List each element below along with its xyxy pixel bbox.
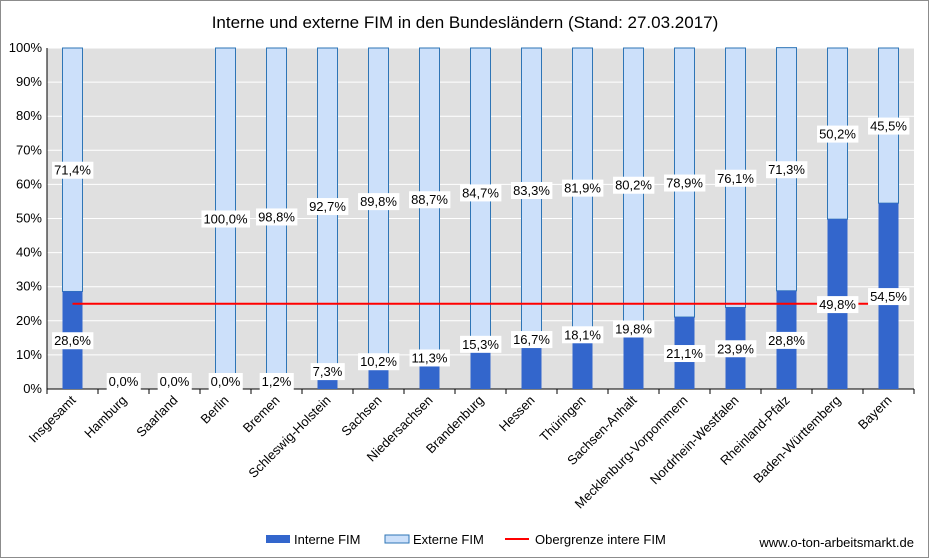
data-label-externe-mecklenburg-vorpommern-background	[664, 174, 706, 192]
data-label-externe-sachsen-anhalt-background	[613, 176, 655, 194]
data-label-interne-rheinland-pfalz: 28,8%	[768, 333, 805, 348]
data-label-externe-bayern-background	[868, 117, 910, 135]
data-label-interne-nordrhein-westfalen: 23,9%	[717, 341, 754, 356]
x-category-label: Hamburg	[81, 393, 129, 441]
y-tick-label: 30%	[16, 279, 42, 294]
data-label-interne-bremen-background	[259, 373, 294, 390]
data-label-externe-bayern: 45,5%	[870, 119, 907, 134]
data-label-externe-sachsen: 89,8%	[360, 194, 397, 209]
y-tick-label: 40%	[16, 245, 42, 260]
data-label-externe-schleswig-holstein-background	[307, 198, 349, 216]
data-label-externe-rheinland-pfalz-background	[766, 161, 808, 179]
y-tick-label: 20%	[16, 313, 42, 328]
data-label-interne-sachsen-anhalt: 19,8%	[615, 321, 652, 336]
data-label-interne-saarland: 0,0%	[160, 374, 190, 389]
legend-label-externe-fim: Externe FIM	[413, 532, 484, 547]
data-label-interne-sachsen: 10,2%	[360, 354, 397, 369]
data-label-interne-bayern: 54,5%	[870, 289, 907, 304]
y-tick-label: 70%	[16, 142, 42, 157]
data-label-interne-bremen: 1,2%	[262, 374, 292, 389]
data-label-externe-rheinland-pfalz: 71,3%	[768, 162, 805, 177]
data-label-externe-bremen: 98,8%	[258, 209, 295, 224]
legend-swatch-interne-fim	[266, 535, 290, 543]
data-label-externe-brandenburg: 84,7%	[462, 185, 499, 200]
data-label-interne-brandenburg-background	[460, 335, 502, 353]
data-label-interne-hamburg: 0,0%	[109, 374, 139, 389]
legend: Interne FIM Externe FIM Obergrenze inter…	[266, 532, 666, 547]
data-label-interne-bayern-background	[868, 288, 910, 306]
source-text: www.o-ton-arbeitsmarkt.de	[758, 535, 914, 550]
legend-label-interne-fim: Interne FIM	[294, 532, 360, 547]
data-label-externe-bremen-background	[256, 208, 298, 226]
y-tick-label: 50%	[16, 211, 42, 226]
data-label-interne-berlin-background	[208, 373, 243, 390]
x-category-label: Insgesamt	[26, 392, 79, 445]
legend-swatch-externe-fim	[384, 534, 410, 544]
data-label-externe-baden-wuerttemberg: 50,2%	[819, 127, 856, 142]
data-label-externe-thueringen: 81,9%	[564, 181, 601, 196]
data-label-externe-nordrhein-westfalen-background	[715, 169, 757, 187]
data-label-interne-saarland-background	[157, 373, 192, 390]
data-label-externe-berlin-background	[201, 210, 250, 228]
x-category-label: Bremen	[240, 393, 283, 436]
data-label-interne-mecklenburg-vorpommern-background	[664, 345, 706, 363]
data-label-interne-schleswig-holstein: 7,3%	[313, 364, 343, 379]
x-category-label: Nordrhein-Westfalen	[647, 393, 742, 488]
y-tick-label: 0%	[23, 381, 42, 396]
x-category-label: Hessen	[496, 393, 538, 435]
y-tick-label: 90%	[16, 74, 42, 89]
chart-title: Interne und externe FIM in den Bundeslän…	[212, 13, 719, 32]
data-label-externe-mecklenburg-vorpommern: 78,9%	[666, 176, 703, 191]
y-tick-label: 100%	[9, 40, 43, 55]
legend-label-obergrenze: Obergrenze intere FIM	[535, 532, 666, 547]
data-label-externe-nordrhein-westfalen: 76,1%	[717, 171, 754, 186]
data-label-interne-schleswig-holstein-background	[310, 363, 345, 381]
x-category-label: Berlin	[198, 393, 232, 427]
plot-area: 0% 10% 20% 30% 40% 50% 60% 70% 80% 90% 100% 28,6% 71…	[9, 40, 915, 511]
data-label-externe-niedersachsen: 88,7%	[411, 192, 448, 207]
data-label-interne-niedersachsen-background	[409, 349, 450, 367]
data-label-externe-schleswig-holstein: 92,7%	[309, 199, 346, 214]
data-label-externe-hessen: 83,3%	[513, 183, 550, 198]
data-label-interne-mecklenburg-vorpommern: 21,1%	[666, 346, 703, 361]
data-label-externe-sachsen-anhalt: 80,2%	[615, 178, 652, 193]
data-label-externe-hessen-background	[511, 182, 553, 200]
data-label-interne-baden-wuerttemberg-background	[817, 296, 859, 314]
data-label-interne-thueringen-background	[562, 326, 604, 344]
data-label-interne-brandenburg: 15,3%	[462, 337, 499, 352]
x-category-label: Baden-Württemberg	[750, 393, 843, 486]
data-label-externe-sachsen-background	[358, 193, 400, 211]
data-label-interne-insgesamt: 28,6%	[54, 333, 91, 348]
data-label-interne-rheinland-pfalz-background	[766, 331, 808, 349]
x-category-label: Bayern	[855, 393, 895, 433]
data-label-interne-thueringen: 18,1%	[564, 327, 601, 342]
data-label-interne-sachsen-anhalt-background	[613, 320, 655, 338]
x-category-label: Sachsen	[338, 393, 384, 439]
data-label-interne-sachsen-background	[358, 353, 400, 371]
data-label-interne-berlin: 0,0%	[211, 374, 241, 389]
data-label-interne-niedersachsen: 11,3%	[412, 350, 448, 365]
data-label-externe-insgesamt-background	[52, 161, 94, 179]
data-label-externe-brandenburg-background	[460, 184, 502, 202]
data-label-interne-nordrhein-westfalen-background	[715, 340, 757, 358]
data-label-interne-insgesamt-background	[52, 332, 94, 350]
data-label-interne-hessen: 16,7%	[513, 332, 550, 347]
x-category-label: Saarland	[133, 393, 180, 440]
data-label-externe-niedersachsen-background	[409, 191, 451, 209]
data-label-interne-baden-wuerttemberg: 49,8%	[819, 297, 856, 312]
data-label-externe-baden-wuerttemberg-background	[817, 125, 859, 143]
y-tick-label: 60%	[16, 176, 42, 191]
data-label-externe-thueringen-background	[562, 179, 604, 197]
x-category-label: Thüringen	[537, 393, 589, 445]
data-label-externe-berlin: 100,0%	[203, 212, 248, 227]
y-tick-label: 80%	[16, 108, 42, 123]
data-label-interne-hamburg-background	[106, 373, 141, 390]
data-label-interne-hessen-background	[511, 331, 553, 349]
y-tick-label: 10%	[16, 347, 42, 362]
bar-interne-sachsen-anhalt	[623, 321, 644, 389]
data-label-externe-insgesamt: 71,4%	[54, 163, 91, 178]
